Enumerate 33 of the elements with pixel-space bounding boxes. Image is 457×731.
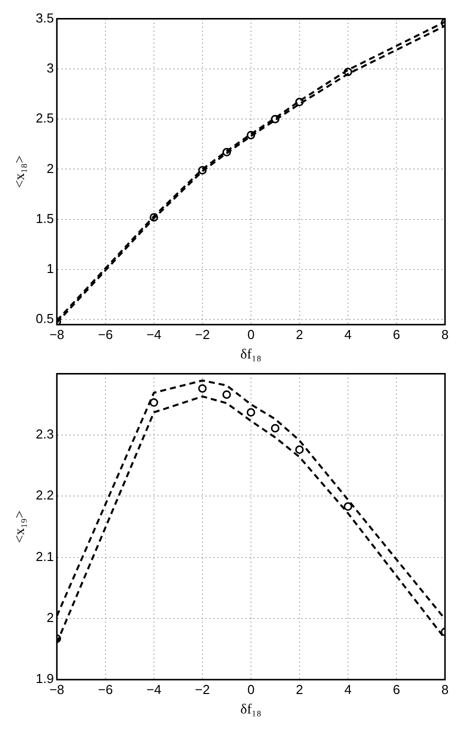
y-tick-label: 3 xyxy=(46,60,54,76)
x-tick-label: 8 xyxy=(441,682,449,697)
x-tick-label: 2 xyxy=(296,326,304,342)
y-tick-label: 1.9 xyxy=(36,671,54,686)
y-tick-label: 2.2 xyxy=(36,488,54,503)
x-tick-label: 4 xyxy=(344,682,352,697)
y-tick-label: 2 xyxy=(46,160,54,176)
x-tick-label: −6 xyxy=(98,326,113,342)
x-tick-label: 4 xyxy=(344,326,352,342)
x-tick-label: −2 xyxy=(195,682,210,697)
x-tick-label: 2 xyxy=(296,682,304,697)
y-tick-label: 2 xyxy=(46,610,54,626)
y-tick-label: 2.5 xyxy=(36,110,54,126)
y-tick-label: 1.5 xyxy=(36,210,54,226)
x-tick-label: 6 xyxy=(392,682,400,697)
x-axis-title: δf₁₈ xyxy=(240,347,262,362)
x-tick-label: −8 xyxy=(49,326,64,342)
x-tick-label: 6 xyxy=(392,326,400,342)
x-axis-title: δf₁₈ xyxy=(240,702,262,718)
y-tick-label: 0.5 xyxy=(36,311,54,326)
y-tick-label: 3.5 xyxy=(36,10,54,26)
x-tick-label: 8 xyxy=(441,326,449,342)
x-tick-label: 0 xyxy=(247,682,255,697)
y-axis-title: <x₁₉> xyxy=(13,510,28,543)
y-tick-label: 1 xyxy=(46,261,54,276)
y-tick-label: 2.3 xyxy=(36,426,54,442)
x-tick-label: −2 xyxy=(195,326,210,342)
x-tick-label: −4 xyxy=(146,682,162,697)
x-tick-label: −6 xyxy=(98,682,113,697)
y-tick-label: 2.1 xyxy=(36,548,54,564)
y-axis-title: <x₁₈> xyxy=(13,155,28,188)
x-tick-label: 0 xyxy=(247,326,255,342)
x-tick-label: −4 xyxy=(146,326,162,342)
